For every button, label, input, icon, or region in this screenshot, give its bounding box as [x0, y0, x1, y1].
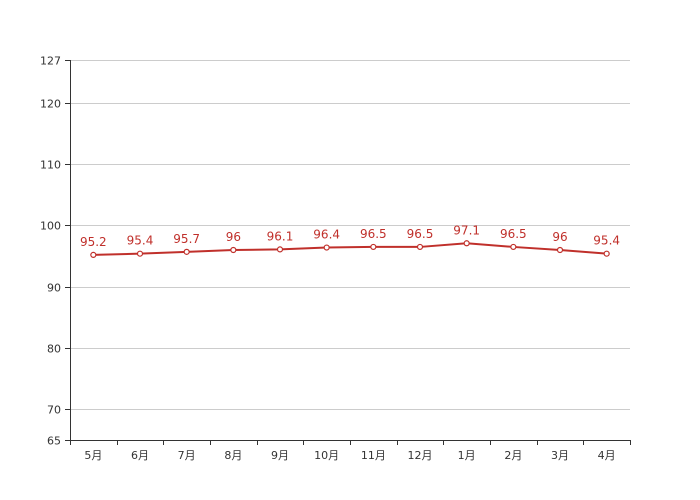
- y-tick-label: 100: [40, 220, 61, 233]
- x-tick-label: 10月: [314, 449, 339, 462]
- y-tick-label: 65: [47, 435, 61, 448]
- data-label: 96.5: [500, 227, 527, 241]
- data-point: [370, 243, 377, 251]
- data-point: [276, 246, 284, 253]
- y-tick-label: 110: [40, 159, 61, 172]
- data-label: 96.4: [313, 228, 340, 242]
- grid-lines: [70, 60, 630, 410]
- data-point: [510, 243, 517, 251]
- data-label: 95.2: [80, 235, 107, 249]
- series-line: [90, 240, 610, 259]
- data-point: [416, 243, 424, 251]
- y-tick-label: 90: [47, 282, 61, 295]
- x-tick-label: 9月: [271, 449, 289, 462]
- data-label: 95.7: [173, 232, 200, 246]
- data-point: [556, 246, 564, 254]
- y-tick-label: 80: [47, 343, 61, 356]
- x-tick-label: 4月: [598, 449, 616, 462]
- axes: [70, 60, 631, 441]
- x-tick-label: 3月: [551, 449, 569, 462]
- x-tick-label: 1月: [458, 449, 476, 462]
- data-label: 95.4: [593, 234, 620, 248]
- x-tick-label: 11月: [361, 449, 386, 462]
- series-line-path: [93, 242, 607, 256]
- x-axis-ticks: 5月 6月 7月 8月 9月 10月 11月 12月 1月 2月 3月 4月: [70, 440, 631, 462]
- data-label: 96.1: [267, 229, 294, 243]
- y-tick-label: 70: [47, 404, 61, 417]
- data-point: [90, 251, 97, 259]
- data-label: 96: [226, 230, 241, 244]
- data-point: [463, 240, 470, 247]
- data-point: [230, 246, 237, 254]
- data-label: 95.4: [127, 234, 154, 248]
- x-tick-label: 7月: [178, 449, 196, 462]
- data-label: 96.5: [360, 227, 387, 241]
- data-label: 97.1: [453, 223, 480, 237]
- data-label: 96: [552, 230, 567, 244]
- x-tick-label: 6月: [131, 449, 149, 462]
- data-label: 96.5: [407, 227, 434, 241]
- x-tick-label: 12月: [408, 449, 433, 462]
- data-point: [323, 244, 330, 251]
- y-tick-label: 127: [40, 55, 61, 68]
- data-labels: 95.2 95.4 95.7 96 96.1 96.4 96.5 96.5 97.1 96.5 96…: [80, 223, 620, 249]
- x-tick-label: 2月: [504, 449, 522, 462]
- data-point: [136, 250, 144, 257]
- y-tick-label: 120: [40, 98, 61, 111]
- x-tick-label: 5月: [84, 449, 102, 462]
- y-axis-ticks: 65 70 80 90 100 110 120 127: [40, 55, 70, 448]
- x-tick-label: 8月: [224, 449, 242, 462]
- data-point: [183, 248, 190, 255]
- data-point: [603, 250, 610, 257]
